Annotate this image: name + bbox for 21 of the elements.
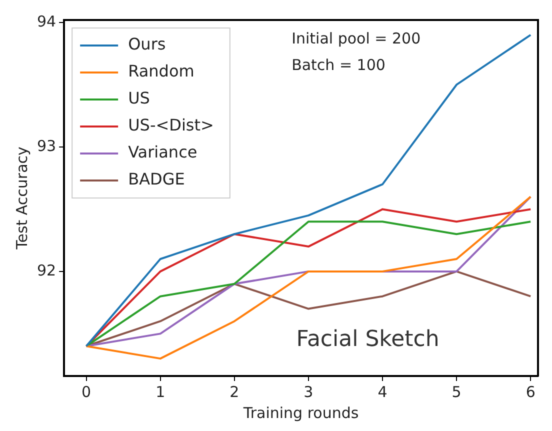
annotation: Batch = 100 [292,56,386,74]
legend-label: US [128,88,150,108]
legend-label: Variance [128,142,198,162]
x-tick-label: 3 [304,382,314,401]
x-tick-label: 0 [82,382,92,401]
x-tick-label: 4 [378,382,388,401]
annotation: Facial Sketch [296,327,440,352]
y-tick-label: 92 [36,261,56,280]
y-axis-title: Test Accuracy [12,146,31,250]
y-tick-label: 94 [36,12,56,30]
x-tick-label: 6 [526,382,536,401]
legend-label: Random [128,62,194,81]
legend-label: Ours [128,34,166,54]
legend-label: BADGE [128,170,185,189]
x-axis-title: Training rounds [242,404,359,422]
x-tick-label: 1 [156,382,166,401]
legend-label: US-<Dist> [128,116,214,135]
x-tick-label: 5 [452,382,462,401]
y-tick-label: 93 [36,136,56,155]
annotation: Initial pool = 200 [292,29,421,48]
x-tick-label: 2 [230,382,240,401]
